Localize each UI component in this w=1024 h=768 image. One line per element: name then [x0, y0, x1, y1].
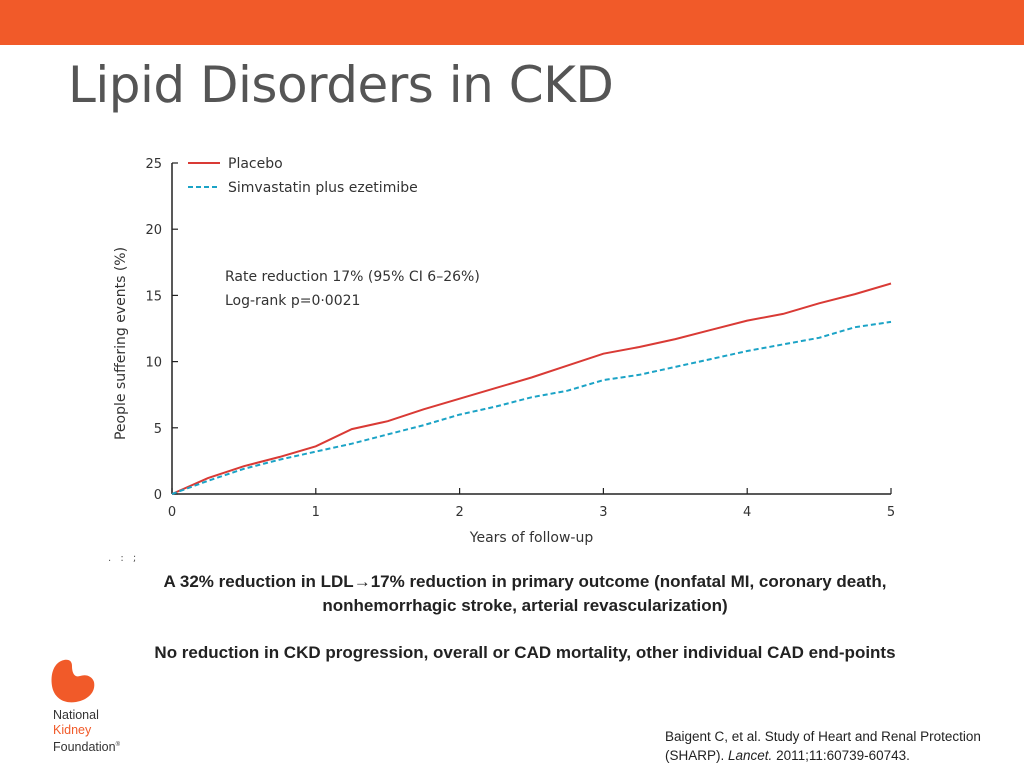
citation-journal: Lancet. [728, 748, 773, 763]
y-tick-label: 10 [145, 356, 162, 371]
slide-title: Lipid Disorders in CKD [68, 56, 614, 114]
series-line-simvastatin-ezetimibe [171, 320, 892, 495]
y-tick-label: 15 [145, 289, 162, 304]
x-axis-label: Years of follow-up [469, 530, 594, 546]
citation-authors: Baigent C, et al. Study of Heart and Ren… [665, 729, 981, 763]
x-tick-label: 5 [887, 505, 895, 520]
kaplan-meier-chart: 0 5 10 15 20 25 0 1 2 3 4 5 Years of follow-up People… [113, 156, 895, 546]
y-tick-label: 25 [145, 157, 162, 172]
x-tick-label: 4 [743, 505, 751, 520]
x-tick-label: 3 [599, 505, 607, 520]
top-accent-bar [0, 0, 1024, 45]
logo-foundation-text: Foundation [53, 740, 116, 755]
series-line-placebo [171, 282, 892, 495]
legend-label-placebo: Placebo [228, 156, 283, 172]
finding-ldl-reduction: A 32% reduction in LDL→17% reduction in … [163, 572, 887, 615]
organization-name: National Kidney Foundation® [53, 708, 120, 755]
y-tick-label: 5 [154, 422, 162, 437]
citation-details: 2011;11:60739-60743. [772, 748, 910, 763]
logo-line-kidney: Kidney [53, 723, 92, 737]
x-tick-label: 2 [455, 505, 463, 520]
x-tick-label: 1 [312, 505, 320, 520]
logo-line-national: National [53, 708, 99, 722]
citation: Baigent C, et al. Study of Heart and Ren… [665, 727, 1020, 765]
x-tick-label: 0 [168, 505, 176, 520]
y-tick-label: 20 [145, 223, 162, 238]
kidney-logo-icon [51, 659, 95, 703]
finding-no-reduction: No reduction in CKD progression, overall… [154, 643, 896, 662]
logo-line-foundation: Foundation® [53, 738, 120, 755]
registered-mark: ® [115, 742, 120, 748]
annotation-text: Rate reduction 17% (95% CI 6–26%) [225, 269, 480, 285]
legend-label-simvastatin-ezetimibe: Simvastatin plus ezetimibe [228, 180, 418, 196]
y-tick-label: 0 [154, 488, 162, 503]
annotation-text: Log-rank p=0·0021 [225, 293, 360, 309]
y-axis-label: People suffering events (%) [113, 247, 129, 440]
decorative-marks: . : ; [108, 553, 140, 564]
